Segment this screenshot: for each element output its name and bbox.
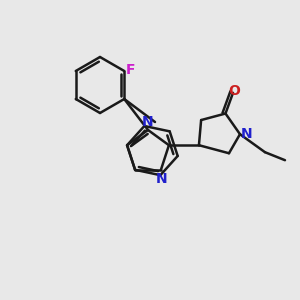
Text: F: F (126, 63, 136, 77)
Text: N: N (142, 115, 154, 129)
Text: N: N (156, 172, 168, 186)
Text: N: N (241, 127, 253, 141)
Text: O: O (228, 84, 240, 98)
